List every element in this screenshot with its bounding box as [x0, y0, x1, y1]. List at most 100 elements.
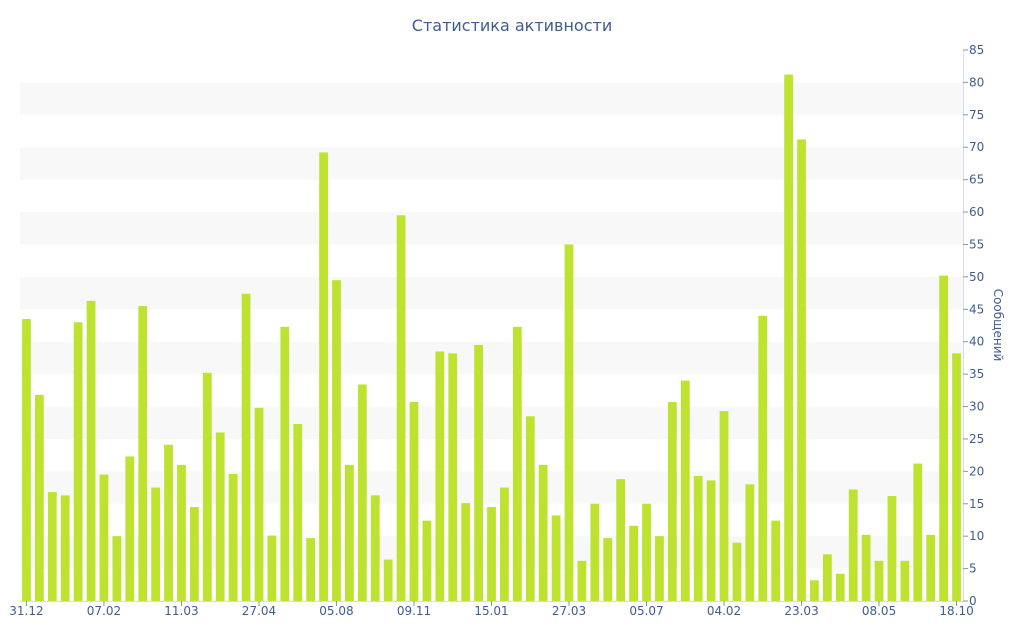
bar[interactable]: [874, 560, 884, 601]
y-tick-label: 70: [969, 140, 984, 154]
bar[interactable]: [73, 322, 83, 601]
y-axis: 0 5 10 15 20 25 30 35 40 45 50 55 60 65 70 75 80 85: [963, 43, 984, 608]
bar[interactable]: [939, 275, 949, 601]
bar[interactable]: [487, 507, 496, 601]
bar[interactable]: [241, 293, 251, 601]
bar[interactable]: [164, 444, 173, 601]
bar[interactable]: [797, 139, 806, 601]
bar[interactable]: [900, 560, 910, 601]
bar[interactable]: [525, 416, 535, 601]
bar[interactable]: [693, 475, 703, 601]
bar[interactable]: [22, 319, 31, 601]
y-tick-label: 55: [969, 237, 984, 251]
bar[interactable]: [564, 244, 574, 601]
bar[interactable]: [887, 495, 897, 601]
bar[interactable]: [228, 473, 238, 601]
grid-band: [20, 471, 963, 504]
bar[interactable]: [138, 306, 148, 601]
bar[interactable]: [913, 463, 923, 601]
bar[interactable]: [177, 464, 186, 601]
bar[interactable]: [848, 489, 858, 602]
bar[interactable]: [99, 474, 109, 601]
bar[interactable]: [745, 484, 755, 601]
bar[interactable]: [719, 411, 729, 601]
bar[interactable]: [306, 538, 316, 601]
bar[interactable]: [952, 353, 961, 601]
bar[interactable]: [409, 401, 419, 601]
y-tick-label: 10: [969, 529, 984, 543]
grid-band: [20, 212, 963, 245]
bar[interactable]: [422, 520, 432, 601]
bar[interactable]: [125, 456, 135, 601]
chart-title: Статистика активности: [412, 16, 612, 35]
bar[interactable]: [577, 560, 587, 601]
bar[interactable]: [655, 536, 664, 601]
bar[interactable]: [810, 580, 819, 601]
bar[interactable]: [319, 152, 328, 602]
y-tick-label: 45: [969, 302, 984, 316]
x-tick-label: 11.03: [164, 604, 198, 618]
bar[interactable]: [202, 372, 212, 601]
bar[interactable]: [667, 401, 677, 601]
x-tick-label: 09.11: [397, 604, 431, 618]
bar[interactable]: [629, 525, 638, 601]
bar[interactable]: [461, 503, 471, 601]
bar[interactable]: [448, 353, 458, 601]
bar[interactable]: [383, 559, 393, 601]
x-tick-label: 27.04: [242, 604, 276, 618]
bar[interactable]: [771, 520, 781, 601]
x-tick-label: 23.03: [784, 604, 818, 618]
bar[interactable]: [254, 407, 264, 601]
bar[interactable]: [616, 479, 626, 601]
bar[interactable]: [835, 573, 845, 601]
bar[interactable]: [60, 495, 70, 601]
x-tick-label: 18.10: [939, 604, 973, 618]
x-tick-label: 15.01: [474, 604, 508, 618]
bar[interactable]: [215, 432, 225, 601]
bar[interactable]: [551, 515, 561, 601]
bar[interactable]: [706, 480, 716, 601]
bar[interactable]: [822, 554, 832, 601]
bar[interactable]: [332, 280, 341, 601]
bar[interactable]: [370, 495, 380, 601]
bar[interactable]: [357, 384, 367, 601]
grid-bands: [20, 82, 963, 569]
bar[interactable]: [86, 300, 96, 601]
y-tick-label: 30: [969, 400, 984, 414]
bar[interactable]: [112, 536, 122, 601]
y-tick-label: 75: [969, 108, 984, 122]
bar[interactable]: [758, 315, 768, 601]
bar[interactable]: [293, 424, 303, 601]
bar[interactable]: [680, 380, 690, 601]
bar[interactable]: [435, 351, 445, 601]
bar[interactable]: [190, 507, 199, 601]
bar[interactable]: [151, 487, 161, 601]
bar[interactable]: [603, 538, 613, 601]
bar[interactable]: [512, 326, 522, 601]
bar[interactable]: [345, 464, 354, 601]
bar[interactable]: [280, 326, 290, 601]
bar[interactable]: [642, 503, 651, 601]
bar[interactable]: [926, 534, 936, 601]
grid-band: [20, 406, 963, 439]
bar[interactable]: [784, 74, 793, 601]
bar[interactable]: [500, 487, 509, 601]
bar[interactable]: [732, 542, 742, 601]
bar[interactable]: [267, 535, 277, 601]
bar[interactable]: [861, 534, 871, 601]
grid-band: [20, 341, 963, 375]
y-tick-label: 85: [969, 43, 984, 57]
bar[interactable]: [34, 394, 44, 601]
x-tick-label: 08.05: [862, 604, 896, 618]
bar[interactable]: [47, 492, 57, 601]
bar[interactable]: [538, 464, 548, 601]
y-tick-label: 50: [969, 270, 984, 284]
y-tick-label: 0: [969, 594, 977, 608]
x-axis: 31.12 07.02 11.03 27.04 05.08 09.11 15.01 27.03…: [9, 601, 974, 618]
bar[interactable]: [474, 344, 483, 601]
bar[interactable]: [396, 215, 406, 602]
x-tick-label: 31.12: [9, 604, 43, 618]
bar[interactable]: [590, 503, 600, 601]
y-tick-label: 60: [969, 205, 984, 219]
